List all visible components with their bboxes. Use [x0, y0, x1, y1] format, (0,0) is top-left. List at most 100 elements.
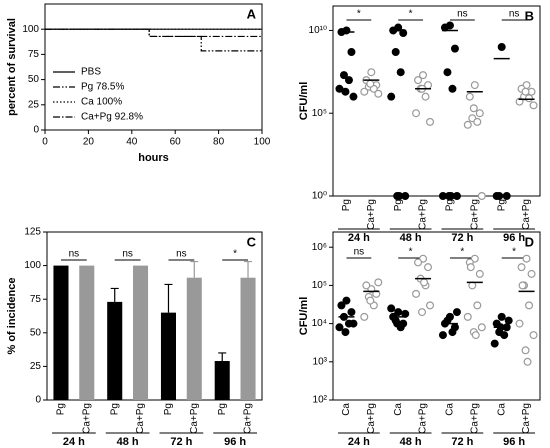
data-point: [475, 109, 484, 118]
group-label: 96 h: [503, 232, 525, 244]
data-point: [470, 81, 479, 90]
plot-frame: [46, 231, 263, 401]
data-point: [466, 263, 475, 272]
bar: [107, 301, 123, 400]
y-axis-label: CFU/ml: [298, 297, 310, 336]
significance-label: ns: [509, 9, 520, 20]
data-point: [518, 281, 527, 290]
data-point: [360, 87, 369, 96]
data-point: [522, 254, 531, 263]
y-tick-label: 25: [30, 361, 42, 372]
data-point: [394, 308, 403, 317]
data-point: [473, 117, 482, 126]
data-point: [374, 278, 383, 287]
data-point: [465, 92, 474, 101]
x-tick-label: 80: [213, 137, 225, 148]
panel-letter: D: [525, 234, 534, 249]
x-tick-label: 20: [83, 137, 95, 148]
group-label: 96 h: [224, 436, 246, 448]
data-point: [339, 71, 348, 80]
y-tick-label: 10⁰: [312, 191, 327, 202]
data-point: [341, 87, 350, 96]
bar: [160, 312, 176, 400]
data-point: [372, 289, 381, 298]
y-tick-label: 0: [33, 125, 39, 136]
y-tick-label: 10⁶: [312, 242, 327, 253]
data-point: [360, 312, 369, 321]
data-point: [521, 346, 530, 355]
data-point: [396, 68, 405, 77]
data-point: [502, 192, 511, 201]
data-point: [347, 308, 356, 317]
category-label: Ca+Pg: [521, 199, 532, 230]
x-tick-label: 100: [254, 137, 271, 148]
category-label: Pg: [56, 403, 67, 415]
data-point: [342, 296, 351, 305]
data-point: [418, 308, 427, 317]
category-label: Ca+Pg: [366, 199, 377, 230]
group-label: 24 h: [63, 436, 85, 448]
legend-label: Pg 78.5%: [81, 82, 124, 93]
error-bar: [110, 287, 119, 302]
data-point: [366, 79, 375, 88]
x-axis-label: hours: [138, 152, 169, 164]
significance-label: ns: [354, 247, 365, 258]
data-point: [490, 339, 499, 348]
significance-label: ns: [122, 249, 133, 260]
y-tick-label: 0: [35, 395, 41, 406]
data-point: [504, 316, 513, 325]
data-point: [349, 92, 358, 101]
group-label: 72 h: [451, 436, 473, 448]
data-point: [391, 47, 400, 56]
data-point: [387, 92, 396, 101]
data-point: [521, 87, 530, 96]
category-label: Pg: [341, 199, 352, 211]
data-point: [424, 263, 433, 272]
data-point: [421, 92, 430, 101]
data-point: [452, 308, 461, 317]
data-point: [527, 269, 536, 278]
group-label: 72 h: [170, 436, 192, 448]
error-bar: [164, 283, 173, 313]
category-label: Ca+Pg: [418, 199, 429, 230]
bar: [186, 277, 202, 400]
data-point: [366, 296, 375, 305]
y-tick-label: 50: [28, 74, 40, 85]
data-point: [497, 43, 506, 52]
data-point: [529, 331, 538, 340]
y-tick-label: 10²: [313, 395, 328, 406]
error-bar: [190, 260, 199, 278]
data-point: [387, 304, 396, 313]
group-label: 72 h: [451, 232, 473, 244]
data-point: [412, 289, 421, 298]
group-label: 96 h: [503, 436, 525, 448]
group-label: 24 h: [348, 436, 370, 448]
data-point: [477, 192, 486, 201]
data-point: [448, 84, 457, 93]
significance-label: *: [409, 9, 413, 20]
significance-label: *: [512, 247, 516, 258]
category-label: Ca+Pg: [469, 199, 480, 230]
category-label: Pg: [445, 199, 456, 211]
group-label: 48 h: [400, 232, 422, 244]
y-axis-label: CFU/ml: [298, 82, 310, 121]
bar: [79, 265, 95, 400]
data-point: [367, 68, 376, 77]
y-tick-label: 125: [24, 227, 41, 238]
y-tick-label: 75: [30, 294, 42, 305]
data-point: [395, 192, 404, 201]
data-point: [525, 94, 534, 103]
significance-label: *: [357, 9, 361, 20]
data-point: [347, 47, 356, 56]
data-point: [393, 319, 402, 328]
data-point: [426, 117, 435, 126]
category-label: Ca+Pg: [81, 403, 92, 434]
y-tick-label: 10⁵: [312, 108, 327, 119]
panel-letter: A: [247, 6, 257, 21]
error-bar: [218, 352, 227, 362]
plot-frame: [44, 3, 263, 131]
category-label: Ca+Pg: [418, 403, 429, 434]
data-point: [475, 269, 484, 278]
category-label: Ca+Pg: [469, 403, 480, 434]
data-point: [374, 89, 383, 98]
